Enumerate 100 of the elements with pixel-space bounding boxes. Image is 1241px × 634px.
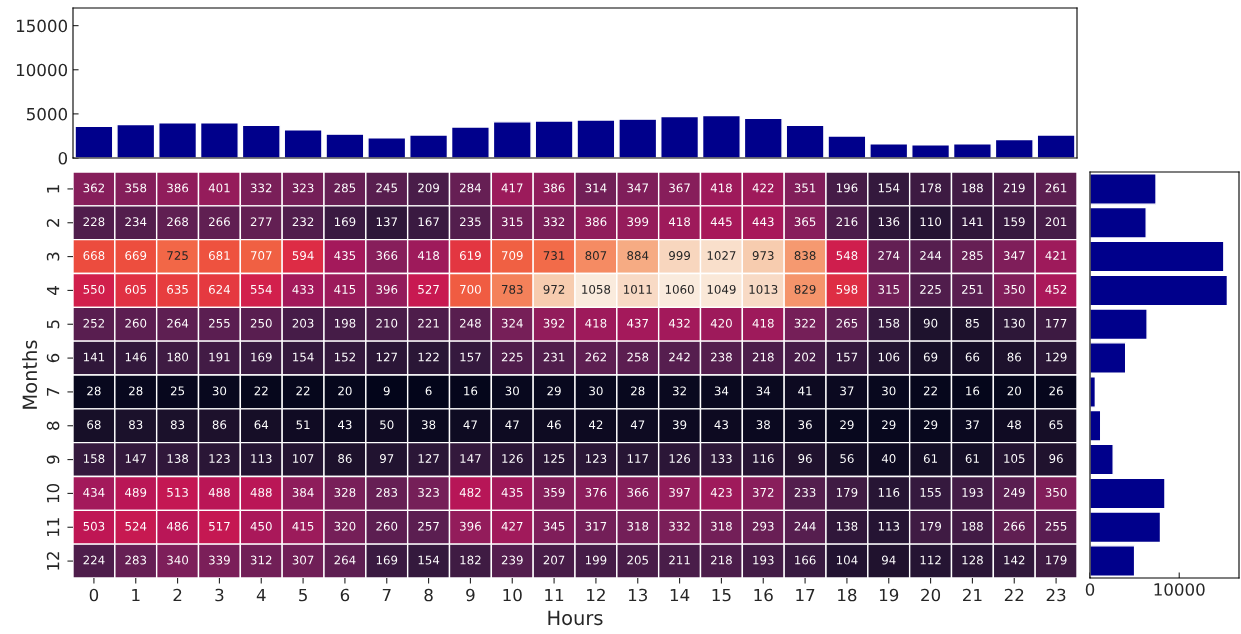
data-label: 56 <box>840 454 854 464</box>
data-label: 347 <box>1003 251 1025 261</box>
data-label: 235 <box>460 217 481 227</box>
data-label: 249 <box>1003 487 1025 497</box>
data-label: 169 <box>334 217 356 227</box>
data-label: 807 <box>585 251 607 261</box>
data-label: 445 <box>710 217 732 227</box>
data-label: 191 <box>209 352 230 362</box>
data-label: 96 <box>1049 454 1063 464</box>
data-label: 1060 <box>665 284 694 294</box>
data-label: 318 <box>711 521 732 531</box>
x-tick-label: 16 <box>754 588 773 602</box>
data-label: 366 <box>627 487 649 497</box>
data-label: 350 <box>1003 284 1025 294</box>
data-label: 141 <box>962 217 983 227</box>
data-label: 228 <box>83 217 105 227</box>
data-label: 312 <box>250 555 272 565</box>
y-tick-label: 4 <box>46 286 60 295</box>
y-tick-label: 1 <box>46 185 60 193</box>
data-label: 285 <box>962 251 983 261</box>
data-label: 47 <box>630 420 645 430</box>
x-tick-label: 6 <box>340 588 350 602</box>
data-label: 43 <box>714 420 728 430</box>
y-tick-label: 5 <box>46 320 60 329</box>
data-label: 257 <box>418 521 439 531</box>
data-label: 347 <box>627 183 649 193</box>
data-label: 323 <box>418 487 439 497</box>
x-tick-label: 8 <box>424 588 433 602</box>
data-label: 177 <box>1046 318 1067 328</box>
x-tick-label: 9 <box>466 588 475 602</box>
data-label: 315 <box>501 217 523 227</box>
data-label: 415 <box>292 521 314 531</box>
x-tick-label: 21 <box>963 588 982 602</box>
data-label: 234 <box>125 217 147 227</box>
data-label: 157 <box>460 352 481 362</box>
data-label: 6 <box>425 386 432 396</box>
data-label: 41 <box>798 386 812 396</box>
data-label: 25 <box>170 386 185 396</box>
data-label: 598 <box>836 284 858 294</box>
data-label: 216 <box>836 217 858 227</box>
data-label: 40 <box>881 454 896 464</box>
data-label: 152 <box>334 352 355 362</box>
data-label: 669 <box>125 251 147 261</box>
data-label: 188 <box>962 183 983 193</box>
data-label: 434 <box>83 487 105 497</box>
data-label: 36 <box>798 420 812 430</box>
data-label: 513 <box>167 487 188 497</box>
data-label: 233 <box>794 487 816 497</box>
data-label: 142 <box>1004 555 1025 565</box>
data-label: 443 <box>752 217 774 227</box>
data-label: 399 <box>627 217 649 227</box>
data-label: 345 <box>543 521 565 531</box>
x-tick-label: 4 <box>256 588 266 602</box>
data-label: 210 <box>376 318 398 328</box>
data-label: 28 <box>87 386 101 396</box>
x-tick-label: 0 <box>1085 583 1095 596</box>
y-tick-label: 3 <box>46 252 60 261</box>
data-label: 123 <box>209 454 230 464</box>
data-label: 396 <box>376 284 398 294</box>
data-label: 285 <box>334 183 356 193</box>
data-label: 22 <box>923 386 937 396</box>
data-label: 205 <box>627 555 648 565</box>
data-label: 48 <box>1007 420 1021 430</box>
x-tick-label: 15 <box>712 588 731 602</box>
data-label: 178 <box>920 183 942 193</box>
data-label: 38 <box>756 420 770 430</box>
data-label: 46 <box>547 420 561 430</box>
data-label: 351 <box>794 183 816 193</box>
data-label: 146 <box>125 352 147 362</box>
data-label: 104 <box>836 555 858 565</box>
data-label: 113 <box>878 521 900 531</box>
data-label: 700 <box>460 284 481 294</box>
data-label: 202 <box>794 352 816 362</box>
data-label: 418 <box>710 183 732 193</box>
data-label: 30 <box>505 386 519 396</box>
bar <box>1090 545 1136 578</box>
data-label: 136 <box>878 217 900 227</box>
data-label: 218 <box>752 352 774 362</box>
data-label: 34 <box>756 386 771 396</box>
data-label: 30 <box>589 386 603 396</box>
data-label: 433 <box>292 284 314 294</box>
bar <box>1036 134 1076 158</box>
data-label: 266 <box>1003 521 1025 531</box>
data-label: 221 <box>418 318 439 328</box>
data-label: 37 <box>840 386 854 396</box>
data-label: 332 <box>250 183 272 193</box>
data-label: 155 <box>920 488 941 497</box>
x-tick-label: 22 <box>1004 588 1024 602</box>
x-tick-label: 1 <box>132 588 140 602</box>
data-label: 179 <box>1046 555 1067 565</box>
x-tick-label: 19 <box>879 588 899 602</box>
bar <box>1090 172 1157 205</box>
data-label: 47 <box>463 420 477 430</box>
data-label: 488 <box>208 487 230 497</box>
data-label: 29 <box>840 420 854 430</box>
data-label: 418 <box>417 251 440 261</box>
data-label: 829 <box>794 284 816 294</box>
data-label: 427 <box>501 521 523 531</box>
data-label: 179 <box>836 487 858 497</box>
data-label: 503 <box>83 521 105 531</box>
